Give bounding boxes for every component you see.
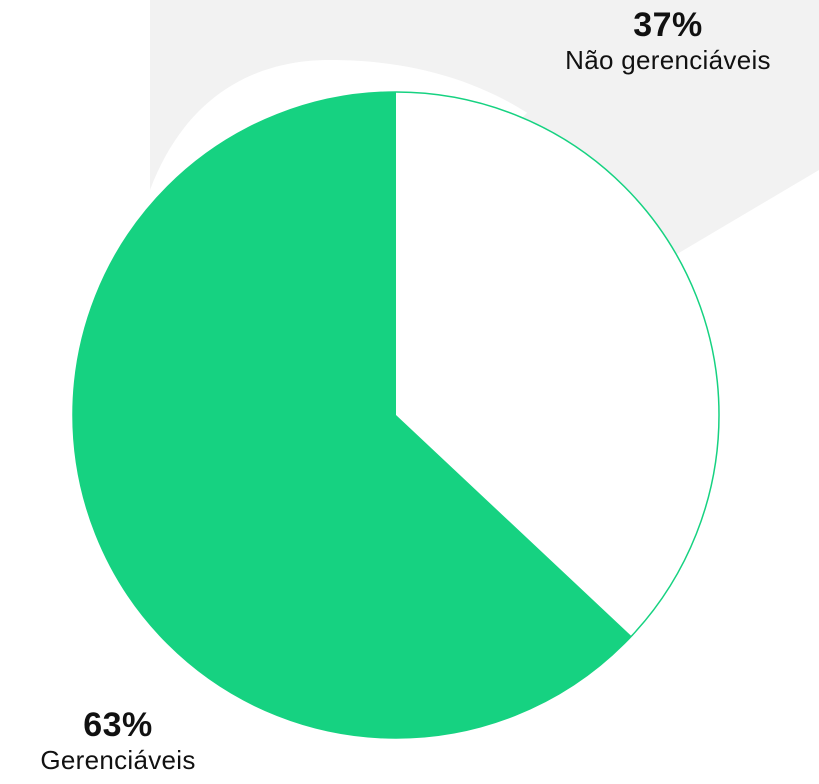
pie-slice-gerenciaveis [73,92,632,738]
pie-slice-nao-gerenciaveis [396,91,720,637]
slice-name-nao-gerenciaveis: Não gerenciáveis [565,45,771,75]
watermark-lower-shape [150,60,330,190]
slice-name-gerenciaveis: Gerenciáveis [40,745,196,775]
slice-percent-gerenciaveis: 63% [83,706,153,744]
pie-outline [72,91,720,739]
slice-percent-nao-gerenciaveis: 37% [633,6,703,44]
slice-label-gerenciaveis: 63% Gerenciáveis [0,706,236,776]
slice-label-nao-gerenciaveis: 37% Não gerenciáveis [520,6,816,76]
